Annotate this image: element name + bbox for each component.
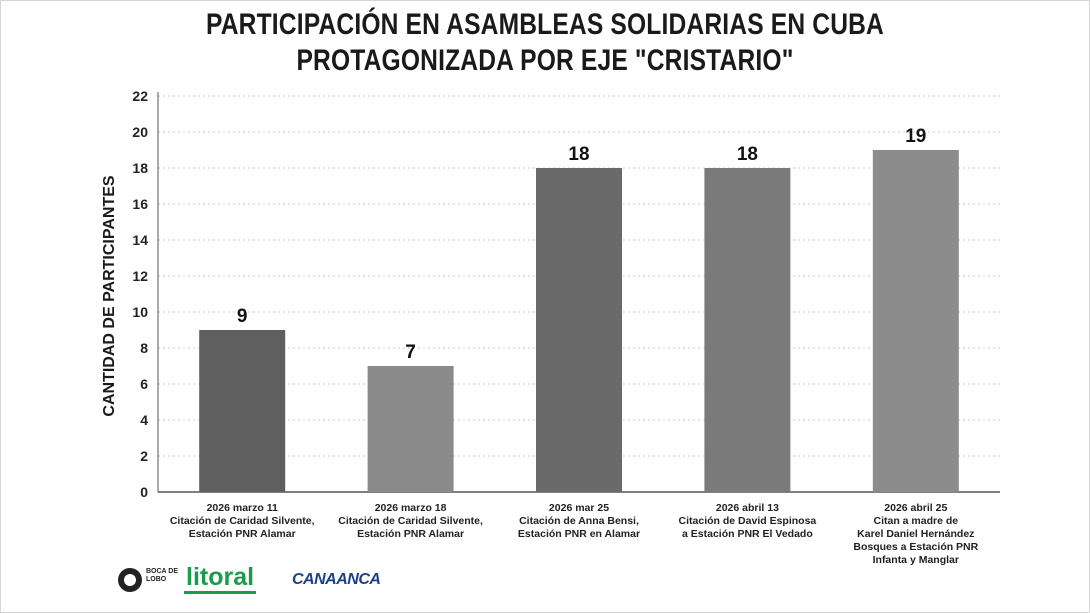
y-tick-label: 20 — [132, 124, 148, 140]
x-category-label: Citación de David Espinosa — [679, 515, 817, 527]
y-tick-label: 12 — [132, 268, 148, 284]
bar-value-label: 9 — [237, 306, 248, 327]
y-tick-label: 2 — [140, 448, 148, 464]
x-category-label: 2026 marzo 18 — [375, 502, 447, 514]
third-logo: CANAANCA — [292, 571, 381, 588]
x-category-label: Citación de Caridad Silvente, — [170, 515, 315, 527]
x-category-label: 2026 marzo 11 — [207, 502, 278, 514]
x-category-label: a Estación PNR El Vedado — [682, 528, 813, 540]
x-category-label: Estación PNR Alamar — [189, 528, 296, 540]
y-tick-label: 16 — [132, 196, 148, 212]
y-tick-label: 22 — [132, 88, 148, 104]
x-category-label: 2026 mar 25 — [549, 502, 609, 514]
chart-title-line-1: PARTICIPACIÓN EN ASAMBLEAS SOLIDARIAS EN… — [206, 8, 884, 41]
y-tick-label: 18 — [132, 160, 148, 176]
boca-de-lobo-text: BOCA DE LOBO — [146, 568, 179, 583]
y-tick-label: 10 — [132, 304, 148, 320]
y-tick-label: 0 — [140, 484, 148, 500]
x-category-label: 2026 abril 13 — [716, 502, 779, 514]
bar-value-label: 19 — [905, 126, 926, 147]
x-category-label: Estación PNR Alamar — [357, 528, 464, 540]
x-category-label: Infanta y Manglar — [873, 554, 959, 566]
y-axis-label: CANTIDAD DE PARTICIPANTES — [101, 175, 118, 417]
bar-value-label: 18 — [737, 144, 758, 165]
x-category-label: Citación de Anna Bensi, — [519, 515, 639, 527]
x-category-label: Karel Daniel Hernández — [857, 528, 974, 540]
bar — [199, 330, 286, 492]
bar-value-label: 7 — [405, 342, 416, 363]
x-category-label: Citación de Caridad Silvente, — [338, 515, 483, 527]
litoral-logo: litoral — [184, 564, 257, 594]
x-category-label: Bosques a Estación PNR — [853, 541, 978, 553]
bar-value-label: 18 — [568, 144, 589, 165]
y-tick-label: 14 — [132, 232, 148, 248]
x-category-label: Citan a madre de — [873, 515, 958, 527]
y-tick-label: 4 — [140, 412, 148, 428]
x-category-label: 2026 abril 25 — [884, 502, 947, 514]
y-tick-label: 8 — [140, 340, 148, 356]
bar — [704, 168, 791, 492]
boca-de-lobo-logo: BOCA DE LOBO — [118, 566, 186, 596]
x-category-label: Estación PNR en Alamar — [518, 528, 640, 540]
chart-title-line-2: PROTAGONIZADA POR EJE "CRISTARIO" — [296, 44, 794, 77]
y-tick-label: 6 — [140, 376, 148, 392]
bar — [872, 150, 959, 492]
boca-de-lobo-mark — [118, 568, 142, 592]
bar — [367, 366, 454, 492]
bar — [536, 168, 622, 492]
